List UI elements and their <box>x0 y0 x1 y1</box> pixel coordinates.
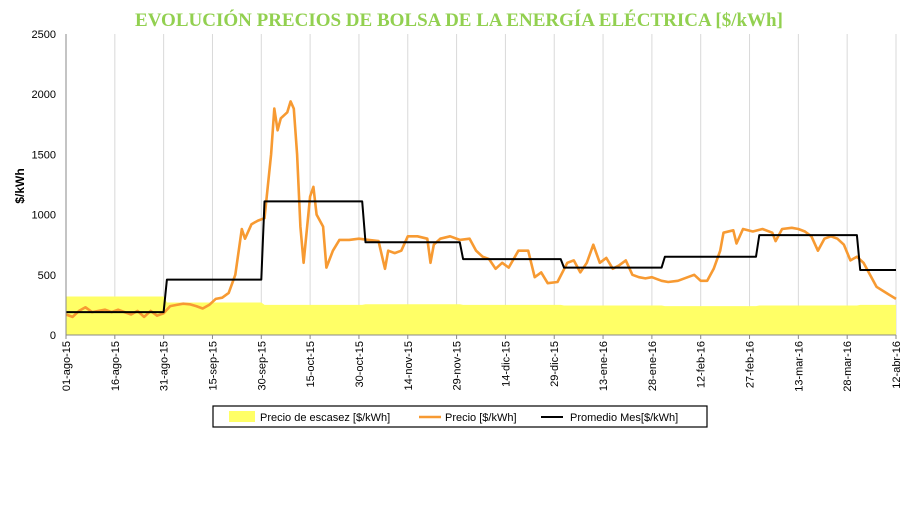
plot-area <box>65 100 897 335</box>
axes: 01-ago-15 16-ago-15 31-ago-15 15-sep-15 30-s… <box>32 29 903 392</box>
x-tick-label: 13-ene-16 <box>598 341 610 391</box>
legend: Precio de escasez [$/kWh] Precio [$/kWh] P… <box>212 405 708 428</box>
x-tick-label: 14-dic-15 <box>500 341 512 387</box>
series-precio <box>65 100 897 319</box>
series-promedio-mes <box>66 200 896 314</box>
x-tick-label: 15-sep-15 <box>207 341 219 391</box>
legend-label: Promedio Mes[$/kWh] <box>570 412 678 424</box>
x-tick-label: 12-feb-16 <box>696 341 708 388</box>
x-tick-label: 14-nov-15 <box>403 341 415 391</box>
legend-label: Precio de escasez [$/kWh] <box>260 412 390 424</box>
series-precio-escasez <box>66 296 896 335</box>
legend-swatch-escasez <box>229 411 255 422</box>
x-tick-label: 13-mar-16 <box>793 341 805 392</box>
x-tick-label: 01-ago-15 <box>61 341 73 391</box>
chart-title: EVOLUCIÓN PRECIOS DE BOLSA DE LA ENERGÍA… <box>135 9 783 31</box>
x-tick-label: 27-feb-16 <box>745 341 757 388</box>
grid-lines <box>65 34 897 335</box>
y-tick-label: 500 <box>38 270 56 282</box>
y-tick-label: 1000 <box>32 210 56 222</box>
x-tick-label: 28-ene-16 <box>647 341 659 391</box>
legend-box <box>212 405 708 428</box>
legend-label: Precio [$/kWh] <box>445 412 517 424</box>
x-tick-label: 31-ago-15 <box>159 341 171 391</box>
y-tick-label: 2000 <box>32 89 56 101</box>
x-tick-label: 16-ago-15 <box>110 341 122 391</box>
x-tick-label: 12-abr-16 <box>891 341 903 389</box>
x-tick-label: 29-nov-15 <box>452 341 464 391</box>
x-tick-label: 15-oct-15 <box>305 341 317 387</box>
y-tick-label: 0 <box>50 330 56 342</box>
y-axis-label: $/kWh <box>13 168 27 203</box>
y-tick-label: 1500 <box>32 149 56 161</box>
x-tick-label: 29-dic-15 <box>549 341 561 387</box>
x-tick-label: 30-oct-15 <box>354 341 366 387</box>
x-tick-label: 28-mar-16 <box>842 341 854 392</box>
x-tick-label: 30-sep-15 <box>256 341 268 391</box>
y-tick-label: 2500 <box>32 29 56 41</box>
